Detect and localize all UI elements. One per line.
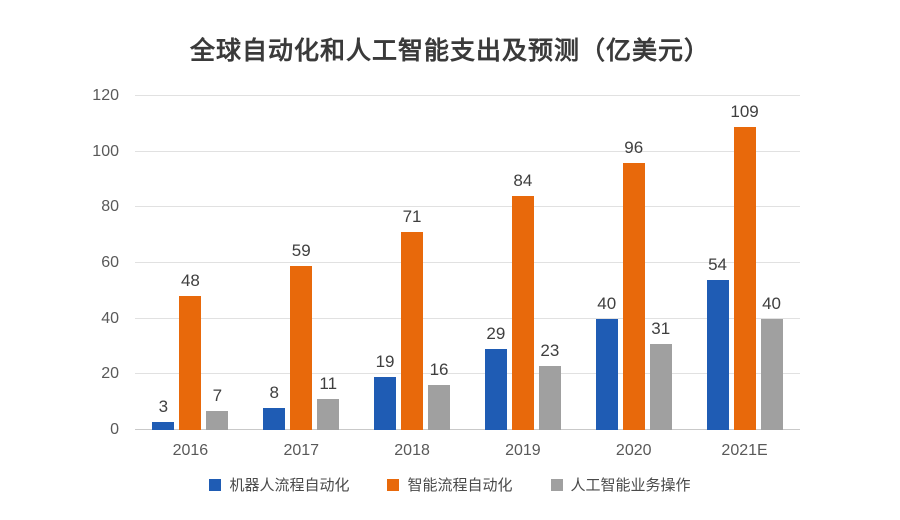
- bar-value-label: 7: [212, 385, 223, 405]
- bar: 31: [649, 319, 672, 430]
- bar-value-label: 8: [269, 382, 279, 402]
- bar: 8: [263, 383, 286, 430]
- gridline: [135, 150, 800, 152]
- gridline: [135, 95, 800, 96]
- chart-title: 全球自动化和人工智能支出及预测（亿美元）: [189, 37, 710, 65]
- bar-value-label: 109: [730, 101, 759, 121]
- legend-swatch: [550, 478, 563, 491]
- bar-value-label: 31: [651, 318, 671, 338]
- y-tick-label: 20: [101, 365, 119, 383]
- bar-value-label: 11: [319, 374, 338, 394]
- bar-value-label: 59: [291, 240, 311, 260]
- y-tick-label: 120: [92, 87, 119, 104]
- legend: 机器人流程自动化 智能流程自动化 人工智能业务操作: [0, 474, 900, 495]
- bar-value-label: 23: [540, 340, 560, 360]
- gridline: [135, 317, 800, 319]
- bar: 71: [401, 207, 424, 430]
- bar-value-label: 71: [402, 207, 422, 227]
- bar-group: 54 109 40 2021E: [706, 96, 783, 459]
- legend-item: 智能流程自动化: [387, 474, 513, 495]
- bar-value-label: 40: [762, 293, 782, 313]
- bar: 11: [317, 374, 340, 430]
- bar-value-label: 40: [597, 293, 617, 313]
- legend-label: 智能流程自动化: [407, 477, 513, 494]
- y-tick-label: 40: [101, 309, 119, 327]
- bar: 40: [595, 294, 618, 430]
- bar-value-label: 29: [486, 324, 506, 344]
- bar-groups: 3 48 7 2016 8 59 11 2017 19 71 16 2018 29 84 23 2019 40 9…: [135, 96, 800, 459]
- bar-value-label: 19: [375, 352, 395, 372]
- gridline: [135, 373, 800, 375]
- bar: 84: [511, 171, 534, 430]
- y-tick-label: 80: [101, 198, 119, 216]
- x-axis-label: 2017: [283, 442, 320, 459]
- bar: 109: [730, 102, 759, 430]
- bar-value-label: 16: [429, 360, 449, 380]
- bar: 48: [179, 271, 202, 430]
- legend-swatch: [209, 478, 222, 491]
- plot-area: 0 20 40 60 80 100 120 3 48 7 2016 8 59 11 2017 19 71 16 2…: [92, 88, 800, 459]
- bar-group: 19 71 16 2018: [374, 96, 451, 459]
- x-axis-label: 2016: [172, 442, 209, 459]
- x-axis-label: 2019: [505, 442, 541, 459]
- y-tick-label: 100: [92, 142, 119, 160]
- bar: 7: [206, 386, 229, 430]
- bar: 19: [374, 352, 397, 430]
- bar-group: 29 84 23 2019: [484, 96, 561, 459]
- bar-value-label: 54: [708, 254, 728, 274]
- bar-group: 8 59 11 2017: [263, 96, 340, 459]
- legend-label: 人工智能业务操作: [570, 477, 691, 494]
- legend-item: 人工智能业务操作: [550, 474, 691, 495]
- bar: 54: [706, 255, 729, 430]
- legend-swatch: [387, 478, 400, 491]
- y-tick-label: 60: [101, 254, 119, 271]
- x-axis-label: 2020: [615, 442, 652, 459]
- bar: 40: [760, 294, 783, 430]
- bar-value-label: 84: [513, 171, 533, 191]
- legend-item: 机器人流程自动化: [209, 474, 349, 495]
- bar: 59: [290, 241, 313, 430]
- gridline: [135, 262, 800, 263]
- bar-value-label: 96: [624, 137, 644, 157]
- bar-value-label: 48: [180, 271, 200, 291]
- x-axis-line: [135, 429, 800, 430]
- bar: 96: [622, 138, 645, 430]
- gridline: [135, 206, 800, 208]
- bar-group: 3 48 7 2016: [152, 96, 229, 459]
- bar: 16: [428, 360, 451, 430]
- x-axis-label: 2021E: [721, 442, 768, 459]
- bar: 23: [538, 341, 561, 430]
- bar: 29: [484, 324, 507, 430]
- bar: 3: [152, 397, 175, 430]
- y-tick-label: 0: [110, 421, 119, 438]
- x-axis-label: 2018: [394, 442, 430, 459]
- bar-group: 40 96 31 2020: [595, 96, 672, 459]
- legend-label: 机器人流程自动化: [229, 477, 350, 494]
- bar-value-label: 3: [158, 396, 169, 416]
